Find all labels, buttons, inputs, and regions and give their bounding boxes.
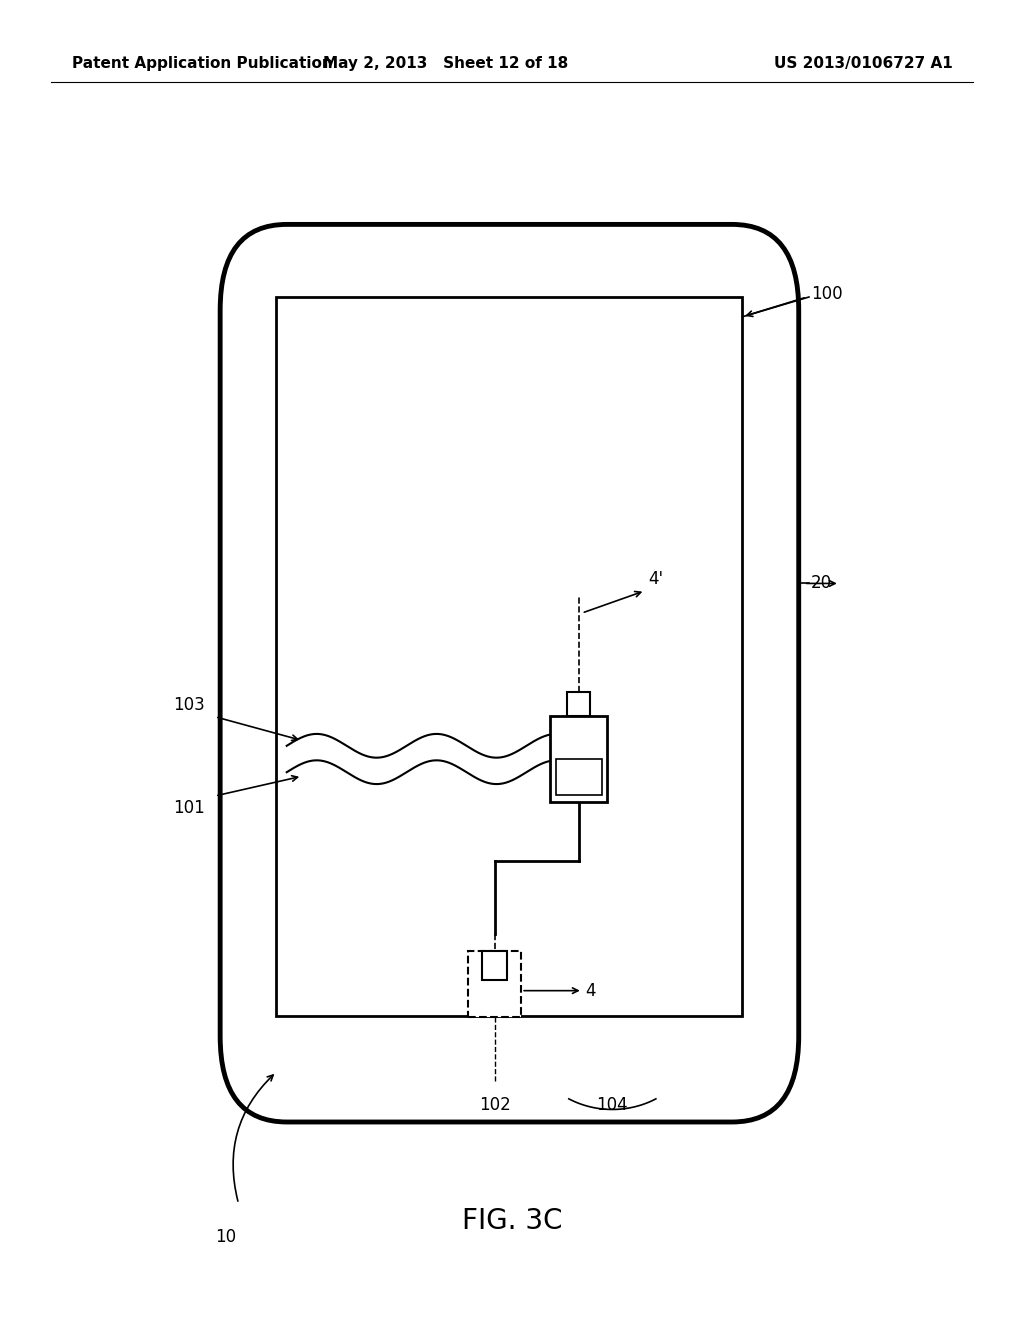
Bar [567, 692, 590, 715]
Bar [468, 950, 521, 1016]
Text: US 2013/0106727 A1: US 2013/0106727 A1 [773, 55, 952, 71]
Text: 100: 100 [811, 285, 843, 304]
Text: 102: 102 [478, 1096, 511, 1114]
Text: 4: 4 [586, 982, 596, 999]
Text: 104: 104 [597, 1096, 628, 1114]
Text: May 2, 2013   Sheet 12 of 18: May 2, 2013 Sheet 12 of 18 [323, 55, 568, 71]
FancyBboxPatch shape [220, 224, 799, 1122]
Bar [276, 297, 742, 1016]
Text: 4': 4' [648, 570, 664, 589]
Text: 101: 101 [173, 799, 205, 817]
Text: FIG. 3C: FIG. 3C [462, 1206, 562, 1236]
Bar [482, 950, 507, 979]
Bar [555, 759, 602, 795]
Bar [551, 715, 606, 801]
Text: 10: 10 [215, 1228, 236, 1246]
Text: 20: 20 [811, 574, 833, 593]
Text: 103: 103 [173, 696, 205, 714]
Text: Patent Application Publication: Patent Application Publication [72, 55, 333, 71]
